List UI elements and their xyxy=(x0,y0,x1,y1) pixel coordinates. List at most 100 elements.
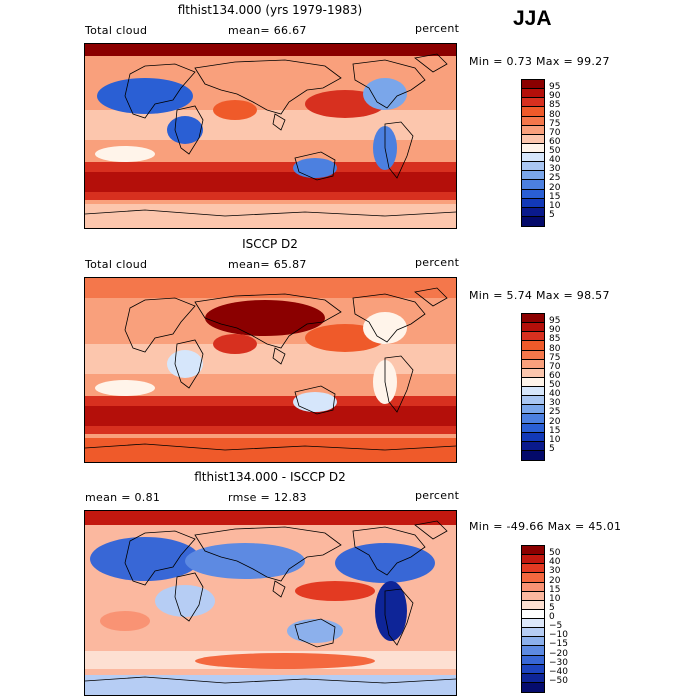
panel-2-minmax: Min = 5.74 Max = 98.57 xyxy=(469,289,610,302)
colorbar-swatch xyxy=(522,323,544,333)
panel-1-minmax: Min = 0.73 Max = 99.27 xyxy=(469,55,610,68)
colorbar-swatch xyxy=(522,582,544,592)
colorbar-swatch xyxy=(522,153,544,163)
colorbar-tick-label: 30 xyxy=(549,566,561,577)
coastline xyxy=(85,443,456,451)
coastline xyxy=(352,59,426,109)
panel-2-colorbar xyxy=(521,313,545,461)
panel-1-left-label: Total cloud xyxy=(85,24,148,37)
colorbar-tick-label: 5 xyxy=(549,443,555,454)
coastline xyxy=(174,105,204,155)
colorbar-tick-label: 90 xyxy=(549,325,561,336)
colorbar-tick-label: 40 xyxy=(549,557,561,568)
colorbar-swatch xyxy=(522,350,544,360)
colorbar-swatch xyxy=(522,207,544,217)
colorbar-tick-label: 50 xyxy=(549,548,561,559)
coastline xyxy=(294,385,336,415)
colorbar-swatch xyxy=(522,125,544,135)
panel-3-colorbar xyxy=(521,545,545,693)
colorbar-tick-label: 70 xyxy=(549,127,561,138)
panel-2-map xyxy=(84,277,457,463)
colorbar-swatch xyxy=(522,396,544,406)
colorbar-tick-label: 50 xyxy=(549,380,561,390)
colorbar-swatch xyxy=(522,387,544,397)
panel-3-map xyxy=(84,510,457,696)
colorbar-swatch xyxy=(522,216,544,226)
coastline xyxy=(194,526,342,582)
colorbar-swatch xyxy=(522,664,544,674)
colorbar-tick-label: 20 xyxy=(549,182,561,193)
colorbar-tick-label: 75 xyxy=(549,352,561,363)
colorbar-tick-label: 60 xyxy=(549,136,561,147)
colorbar-swatch xyxy=(522,116,544,126)
panel-3-colorbar-labels: 50 40 30 20 15 10 5 0 −5 −10 −15 −20 −30 −40 −50 xyxy=(549,545,589,691)
colorbar-tick-label: −50 xyxy=(549,675,568,686)
colorbar-swatch xyxy=(522,546,544,556)
colorbar-tick-label: 30 xyxy=(549,398,561,409)
colorbar-tick-label: 25 xyxy=(549,173,561,184)
coastline xyxy=(272,580,286,598)
colorbar-swatch xyxy=(522,80,544,90)
colorbar-swatch xyxy=(522,414,544,424)
colorbar-tick-label: 10 xyxy=(549,593,561,604)
coastline xyxy=(272,347,286,365)
colorbar-swatch xyxy=(522,171,544,181)
colorbar-tick-label: 85 xyxy=(549,334,561,345)
panel-3-mean-label: mean = 0.81 xyxy=(85,491,161,504)
coastline xyxy=(85,209,456,217)
season-label: JJA xyxy=(513,7,552,30)
colorbar-tick-label: 15 xyxy=(549,191,561,202)
coastline xyxy=(414,53,448,73)
panel-2-title: ISCCP D2 xyxy=(242,237,298,251)
coastline xyxy=(384,355,414,413)
colorbar-swatch xyxy=(522,573,544,583)
colorbar-swatch xyxy=(522,332,544,342)
panel-3-rmse-label: rmse = 12.83 xyxy=(228,491,307,504)
colorbar-swatch xyxy=(522,162,544,172)
colorbar-swatch xyxy=(522,89,544,99)
colorbar-swatch xyxy=(522,405,544,415)
colorbar-tick-label: −15 xyxy=(549,639,568,650)
coastline xyxy=(124,530,196,586)
colorbar-tick-label: 0 xyxy=(549,612,555,622)
colorbar-swatch xyxy=(522,377,544,387)
panel-1-mean-label: mean= 66.67 xyxy=(228,24,307,37)
panel-1-title: flthist134.000 (yrs 1979-1983) xyxy=(177,3,363,17)
colorbar-swatch xyxy=(522,368,544,378)
panel-1-colorbar-labels: 95 90 85 80 75 70 60 50 40 30 25 20 15 10 5 xyxy=(549,79,589,225)
panel-2-units-label: percent xyxy=(415,256,460,269)
colorbar-swatch xyxy=(522,450,544,460)
coastline xyxy=(352,526,426,576)
coastline xyxy=(174,339,204,389)
colorbar-tick-label: −40 xyxy=(549,666,568,677)
panel-2-left-label: Total cloud xyxy=(85,258,148,271)
colorbar-tick-label: 20 xyxy=(549,416,561,427)
colorbar-tick-label: 10 xyxy=(549,434,561,445)
colorbar-tick-label: −20 xyxy=(549,648,568,659)
colorbar-swatch xyxy=(522,134,544,144)
coastline xyxy=(294,151,336,181)
coastline xyxy=(124,63,196,119)
coastline xyxy=(414,520,448,540)
colorbar-tick-label: 80 xyxy=(549,343,561,354)
colorbar-tick-label: 5 xyxy=(549,602,555,613)
colorbar-swatch xyxy=(522,432,544,442)
colorbar-tick-label: 10 xyxy=(549,200,561,211)
colorbar-swatch xyxy=(522,591,544,601)
colorbar-swatch xyxy=(522,628,544,638)
colorbar-tick-label: −5 xyxy=(549,621,563,632)
colorbar-tick-label: 50 xyxy=(549,146,561,156)
colorbar-swatch xyxy=(522,314,544,324)
colorbar-swatch xyxy=(522,441,544,451)
colorbar-tick-label: 5 xyxy=(549,209,555,220)
colorbar-tick-label: 25 xyxy=(549,407,561,418)
colorbar-tick-label: 75 xyxy=(549,118,561,129)
colorbar-swatch xyxy=(522,619,544,629)
panel-1-map xyxy=(84,43,457,229)
panel-2-mean-label: mean= 65.87 xyxy=(228,258,307,271)
panel-2-colorbar-labels: 95 90 85 80 75 70 60 50 40 30 25 20 15 10 5 xyxy=(549,313,589,459)
colorbar-tick-label: 85 xyxy=(549,100,561,111)
colorbar-tick-label: 95 xyxy=(549,82,561,93)
colorbar-swatch xyxy=(522,564,544,574)
colorbar-tick-label: 95 xyxy=(549,316,561,327)
